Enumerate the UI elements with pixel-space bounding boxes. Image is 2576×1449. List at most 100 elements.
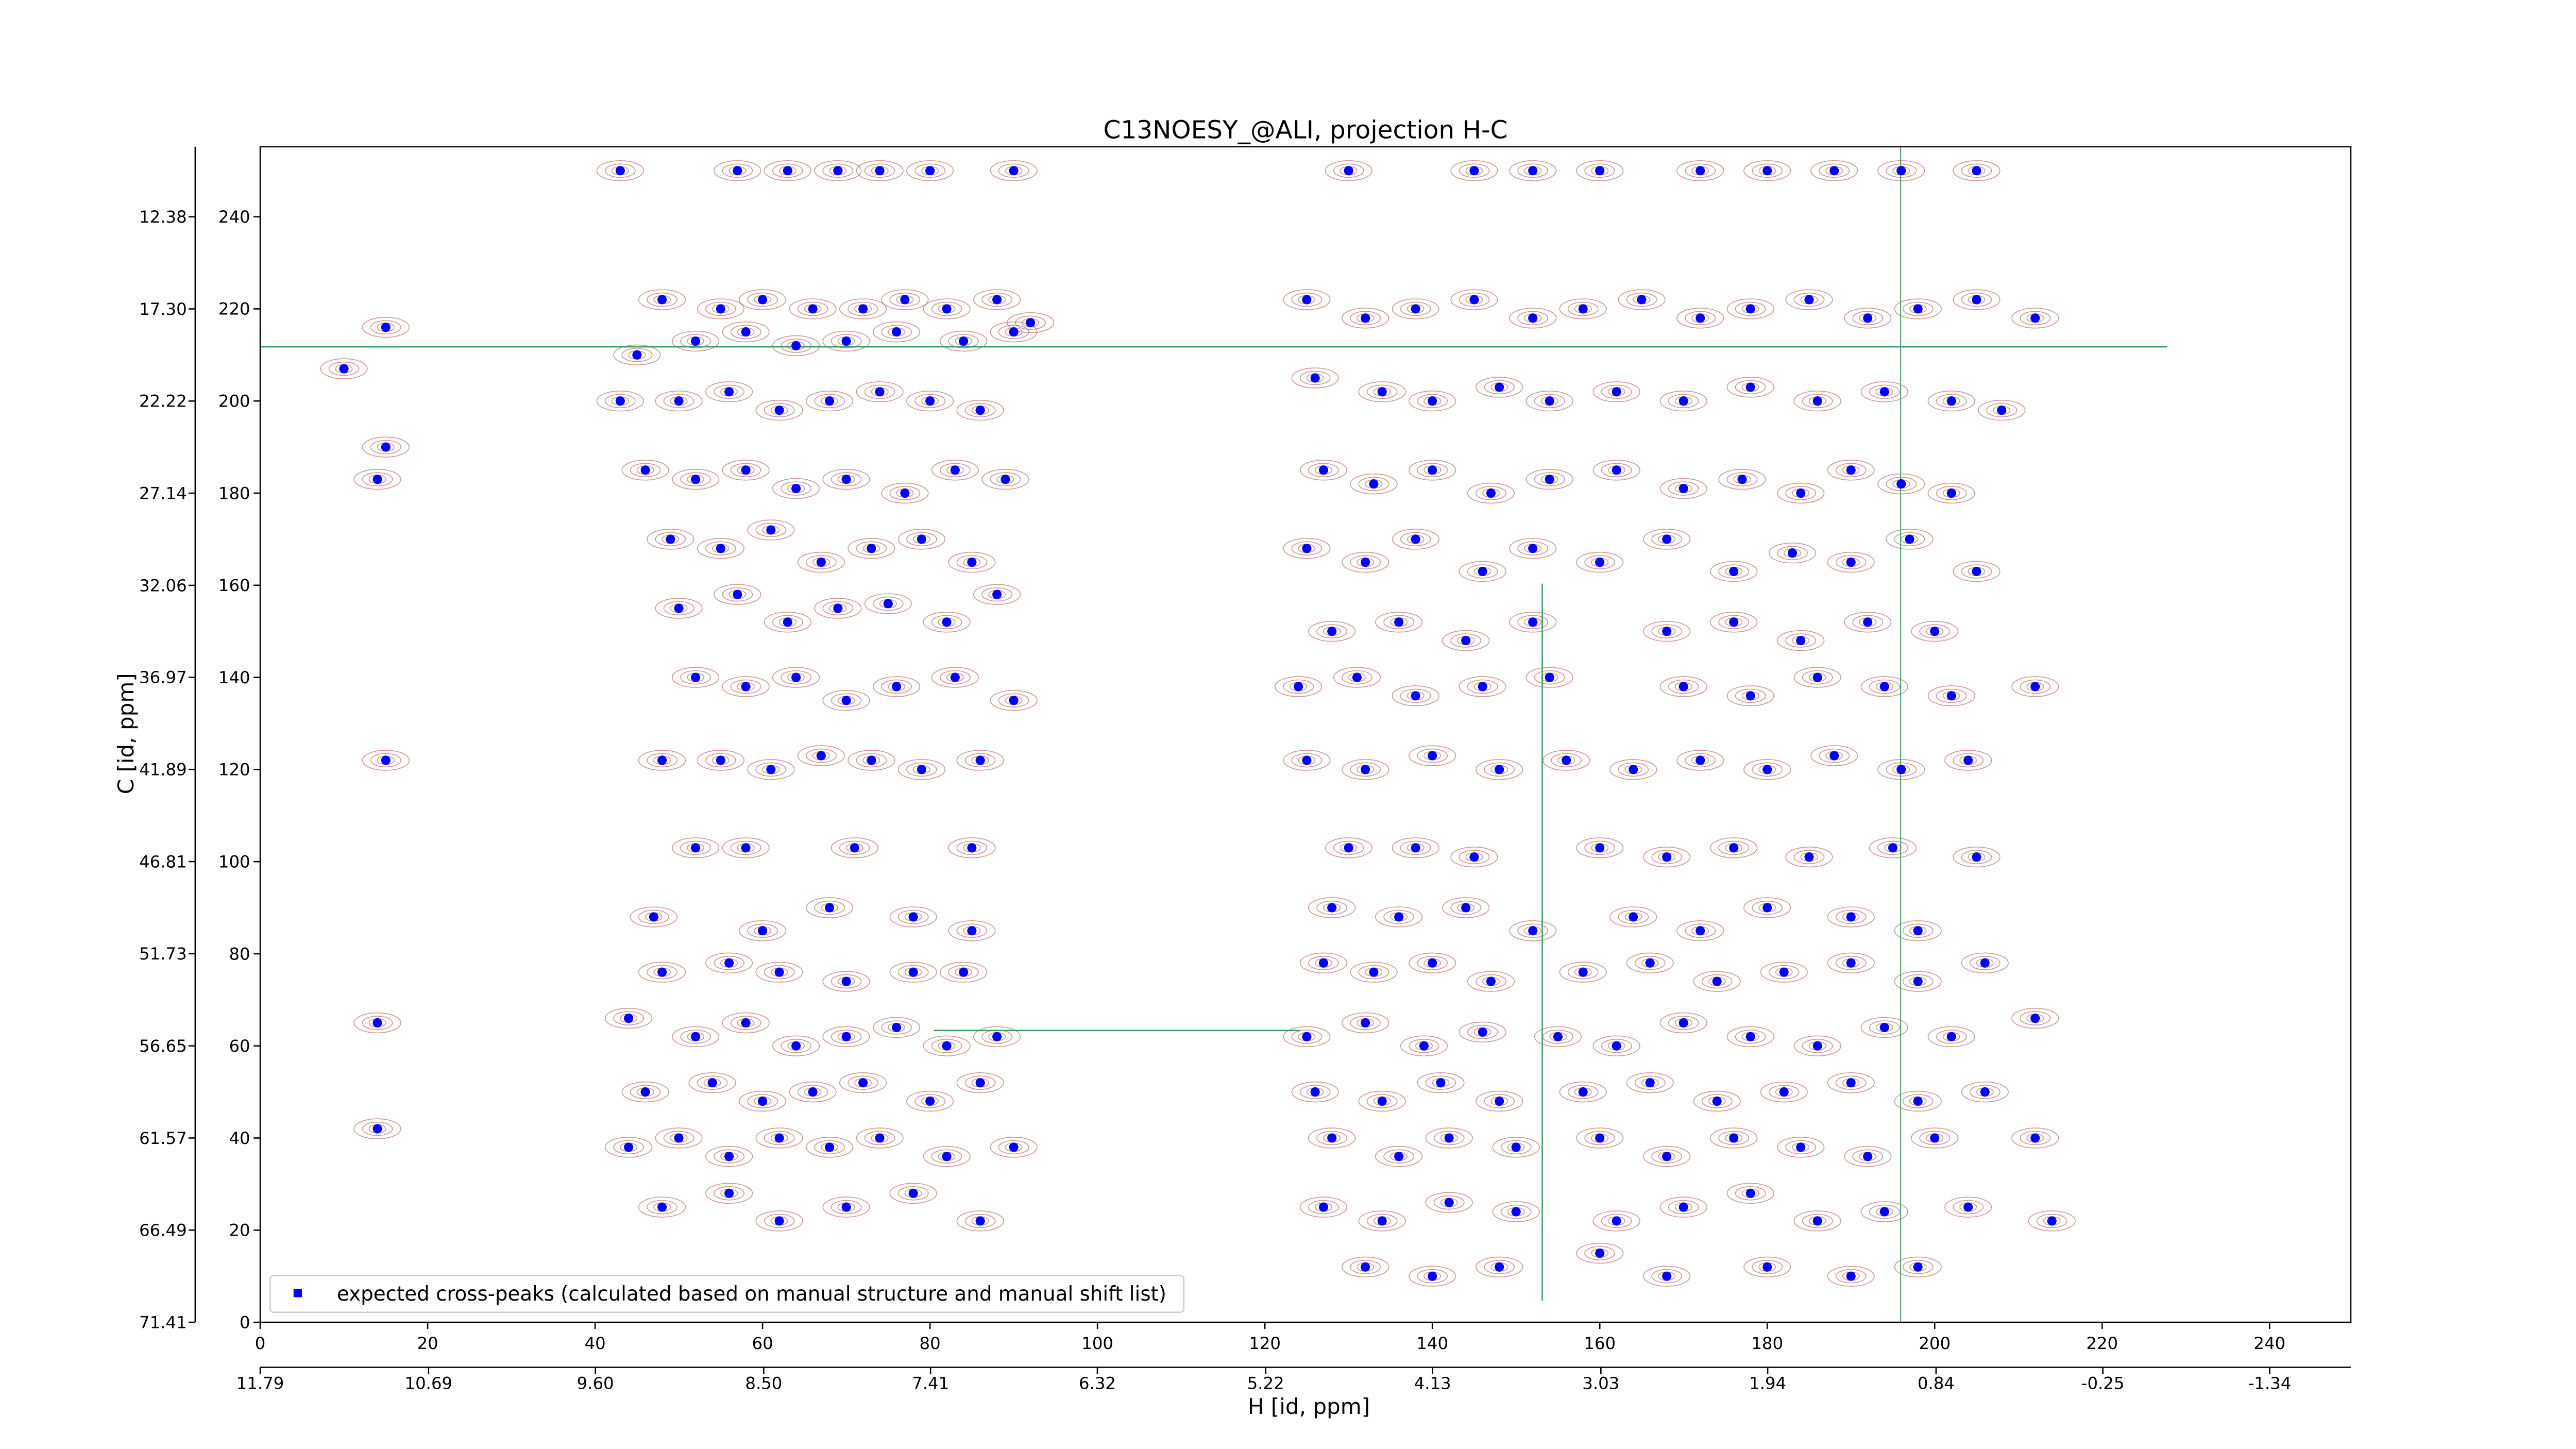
peak-marker: [1377, 1216, 1387, 1226]
contour: [848, 750, 895, 771]
peak-marker: [950, 672, 960, 682]
contour: [1894, 1256, 1942, 1278]
contour: [781, 670, 812, 685]
peak-marker: [657, 967, 667, 977]
contour: [1961, 163, 1992, 178]
contour: [1668, 394, 1699, 408]
contour: [1467, 564, 1498, 579]
contour: [1576, 1127, 1624, 1149]
peak-marker: [925, 166, 935, 176]
contour: [730, 1016, 761, 1030]
contour: [1450, 289, 1498, 310]
peak-marker: [1344, 843, 1353, 853]
contour: [772, 478, 820, 499]
contour: [772, 335, 820, 357]
contour: [604, 1007, 653, 1029]
contour: [1517, 541, 1549, 556]
contour: [1459, 561, 1506, 582]
contour: [1743, 160, 1791, 181]
contour: [856, 753, 887, 768]
contour: [1358, 965, 1389, 980]
contour: [1551, 753, 1582, 768]
contour: [897, 909, 929, 924]
contour: [1953, 160, 2001, 181]
contour: [1718, 564, 1750, 579]
contour: [697, 538, 744, 559]
contour: [1827, 906, 1875, 928]
contour: [1342, 1012, 1389, 1034]
contour: [990, 160, 1038, 181]
contour: [1350, 473, 1398, 495]
x2-tick-label: 6.32: [1079, 1374, 1116, 1393]
peak-marker: [1662, 534, 1672, 544]
contour: [688, 1072, 736, 1093]
peak-marker: [1352, 672, 1362, 682]
y2-tick-label: 32.06: [139, 576, 187, 595]
x2-tick-label: 5.22: [1247, 1374, 1284, 1393]
x-tick-label: 120: [1249, 1334, 1281, 1353]
x-tick-label: 180: [1751, 1334, 1783, 1353]
contour: [730, 679, 761, 694]
x2-tick-label: 9.60: [577, 1374, 614, 1393]
peak-marker: [1009, 166, 1019, 176]
peak-marker: [1411, 304, 1420, 314]
peak-marker: [1679, 396, 1688, 406]
x-tick-label: 40: [585, 1334, 606, 1353]
peak-marker: [1009, 1142, 1019, 1152]
contour: [764, 965, 795, 980]
x2-tick-label: 10.69: [405, 1374, 453, 1393]
peak-marker: [900, 295, 910, 305]
contour: [1342, 759, 1389, 780]
peak-marker: [1578, 304, 1588, 314]
contour: [956, 1072, 1004, 1093]
contour: [931, 615, 962, 630]
peak-marker: [783, 166, 792, 176]
contour: [998, 163, 1029, 178]
contour: [663, 1131, 694, 1145]
contour: [1484, 762, 1515, 777]
peak-marker: [1812, 672, 1822, 682]
peak-marker: [1762, 765, 1772, 774]
contour: [621, 348, 653, 362]
contour: [1534, 670, 1565, 685]
contour: [1417, 463, 1448, 478]
contour: [1802, 1214, 1833, 1228]
peak-marker: [867, 544, 876, 553]
contour: [1894, 920, 1942, 941]
contour: [772, 615, 803, 630]
contour: [1567, 1085, 1599, 1099]
peak-marker: [1779, 967, 1789, 977]
peak-marker: [1930, 627, 1940, 636]
contour: [1676, 920, 1724, 941]
peak-marker: [724, 387, 734, 397]
peak-marker: [1595, 1133, 1605, 1143]
contour: [1685, 753, 1716, 768]
contour: [1308, 463, 1339, 478]
contour: [1601, 463, 1632, 478]
contour: [990, 321, 1038, 343]
peak-marker: [1318, 958, 1328, 968]
contour: [1953, 1200, 1984, 1215]
contour: [906, 1090, 954, 1112]
peak-marker: [724, 958, 734, 968]
contour: [831, 693, 862, 708]
peak-marker: [1009, 327, 1019, 337]
contour: [705, 381, 753, 402]
peak-marker: [850, 843, 859, 853]
contour: [1425, 1192, 1473, 1213]
contour: [2011, 1007, 2059, 1029]
peak-marker: [1394, 912, 1404, 922]
peak-marker: [1369, 479, 1379, 489]
contour: [705, 541, 736, 556]
peak-marker: [900, 488, 910, 498]
peak-marker: [1896, 479, 1906, 489]
peak-marker: [975, 406, 985, 415]
contour: [856, 381, 904, 402]
peak-marker: [875, 387, 885, 397]
contour: [889, 962, 937, 983]
contour: [1341, 670, 1372, 685]
y-tick-label: 0: [240, 1312, 250, 1332]
contour: [722, 676, 770, 697]
peak-marker: [733, 166, 742, 176]
contour: [940, 330, 988, 352]
